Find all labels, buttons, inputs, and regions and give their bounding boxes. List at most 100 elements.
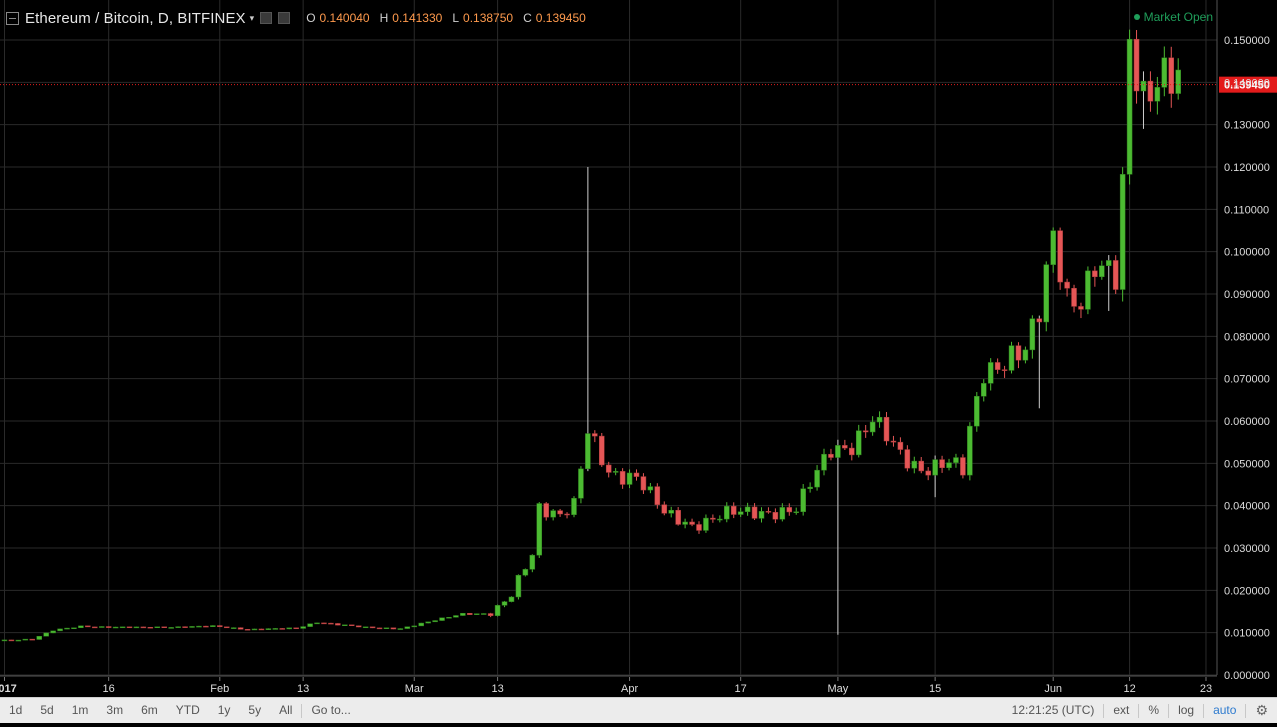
candle-body (647, 486, 654, 491)
candle-body (328, 622, 334, 625)
chevron-down-icon[interactable]: ▾ (249, 12, 255, 23)
candle-body (161, 626, 167, 628)
candle-body (397, 628, 404, 630)
candle-body (446, 617, 452, 619)
candle-body (529, 554, 536, 570)
candle-body (932, 459, 938, 476)
hide-icon[interactable] (260, 12, 273, 24)
candle-body (467, 612, 473, 615)
candle-body (772, 512, 779, 520)
candle-body (730, 505, 737, 515)
candle-body (980, 383, 987, 397)
log-scale-toggle[interactable]: log (1178, 703, 1195, 717)
candle-body (842, 445, 848, 449)
divider (1138, 703, 1140, 718)
range-1d-button[interactable]: 1d (9, 703, 23, 717)
candle-body (571, 497, 577, 515)
candle-body (869, 421, 876, 433)
x-tick-label: May (828, 683, 849, 695)
candle-body (217, 625, 223, 628)
candle-body (432, 620, 438, 623)
candle-body (696, 524, 702, 531)
range-ytd-button[interactable]: YTD (175, 703, 200, 717)
market-status: Market Open (1133, 10, 1213, 24)
range-5y-button[interactable]: 5y (248, 703, 262, 717)
candle-body (703, 517, 709, 531)
divider (1203, 703, 1205, 718)
candle-body (585, 433, 591, 470)
candle-body (1029, 318, 1036, 351)
candle-body (807, 486, 813, 489)
divider (1168, 703, 1170, 718)
range-6m-button[interactable]: 6m (141, 703, 158, 717)
clock-time[interactable]: 12:21:25 (UTC) (1011, 703, 1095, 717)
ext-hours-toggle[interactable]: ext (1113, 703, 1130, 717)
settings-icon[interactable] (278, 12, 291, 24)
time-axis[interactable]: 2017 16 Feb 13 Mar 13 Apr 17 May 15 Jun 12 23 (0, 675, 1217, 695)
candle-body (140, 626, 147, 629)
y-tick-label: 0.100000 (1224, 247, 1270, 259)
bottom-toolbar: 1d 5d 1m 3m 6m YTD 1y 5y All Go to... 12… (0, 697, 1277, 723)
candle-body (64, 627, 70, 630)
candle-body (737, 511, 744, 515)
candle-body (133, 626, 140, 629)
candle-body (765, 511, 772, 513)
candle-body (939, 459, 945, 468)
candle-body (1057, 230, 1063, 283)
range-3m-button[interactable]: 3m (106, 703, 124, 717)
candle-body (578, 468, 584, 499)
candle-body (119, 626, 126, 629)
candle-body (1085, 270, 1091, 310)
auto-scale-toggle[interactable]: auto (1213, 703, 1237, 717)
candle-body (522, 569, 529, 576)
candle-body (689, 521, 695, 525)
gear-icon[interactable]: ⚙ (1255, 702, 1268, 718)
close-value: 0.139450 (535, 11, 586, 25)
candle-body (876, 416, 883, 423)
candle-body (355, 625, 362, 628)
candle-body (994, 362, 1001, 370)
candle-body (508, 596, 515, 602)
candle-body (71, 627, 77, 629)
range-5d-button[interactable]: 5d (40, 703, 54, 717)
x-tick-label: 2017 (0, 683, 17, 695)
x-tick-label: 15 (929, 683, 941, 695)
candle-body (210, 625, 216, 627)
goto-button[interactable]: Go to... (311, 703, 351, 717)
candle-body (557, 510, 563, 515)
candle-body (251, 628, 258, 631)
low-label: L (452, 11, 460, 25)
candle-body (15, 639, 22, 642)
symbol-title[interactable]: Ethereum / Bitcoin, D, BITFINEX (25, 9, 246, 27)
y-tick-label: 0.140000 (1224, 77, 1270, 89)
y-tick-label: 0.130000 (1224, 120, 1270, 132)
range-1m-button[interactable]: 1m (71, 703, 89, 717)
candle-body (480, 613, 487, 615)
candle-body (453, 615, 459, 618)
candle-body (862, 430, 869, 433)
candle-body (1092, 270, 1098, 278)
open-value: 0.140040 (319, 11, 370, 25)
y-tick-label: 0.030000 (1224, 543, 1270, 555)
candle-body (369, 626, 376, 629)
range-1y-button[interactable]: 1y (217, 703, 231, 717)
candle-body (390, 627, 397, 630)
candle-body (849, 447, 855, 456)
candle-body (1133, 38, 1140, 92)
price-axis[interactable]: 0.000000 0.010000 0.020000 0.030000 0.040000… (1216, 0, 1270, 682)
candle-body (1119, 174, 1126, 290)
candle-body (619, 471, 626, 485)
candle-body (605, 464, 612, 473)
last-price-label: 0.139450 (1224, 80, 1270, 92)
candle-body (717, 518, 723, 521)
candle-body (1161, 57, 1168, 88)
candle-body (342, 624, 348, 627)
range-all-button[interactable]: All (279, 703, 293, 717)
candle-body (960, 457, 966, 476)
candle-body (383, 627, 390, 629)
collapse-icon[interactable] (6, 11, 19, 25)
y-tick-label: 0.070000 (1224, 374, 1270, 386)
percent-scale-toggle[interactable]: % (1148, 703, 1160, 717)
